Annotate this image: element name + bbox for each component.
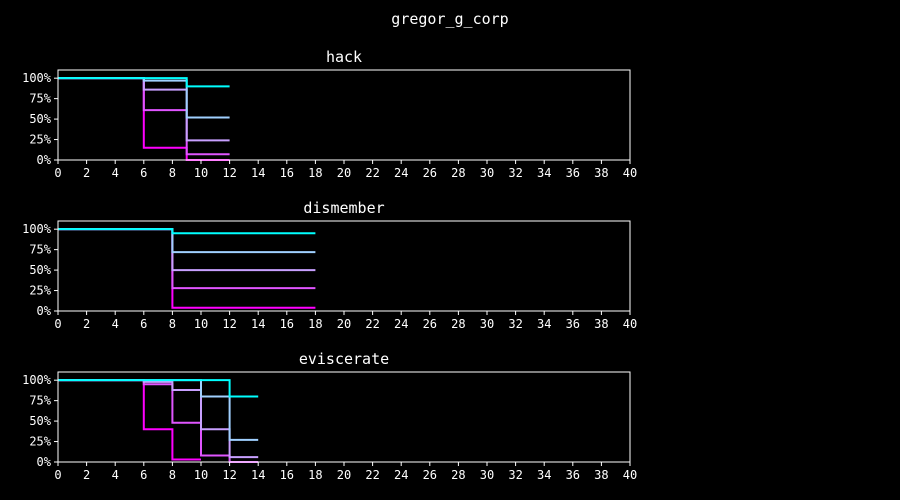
x-tick-label: 6 (140, 317, 147, 331)
x-tick-label: 12 (222, 468, 236, 482)
x-tick-label: 2 (83, 468, 90, 482)
x-tick-label: 12 (222, 317, 236, 331)
y-tick-label: 50% (29, 112, 51, 126)
series-line-5 (58, 228, 316, 235)
x-tick-label: 10 (194, 166, 208, 180)
y-tick-label: 75% (29, 92, 51, 106)
x-tick-label: 2 (83, 166, 90, 180)
series-line-5 (58, 379, 259, 398)
x-tick-label: 36 (566, 166, 580, 180)
y-tick-label: 0% (37, 153, 52, 167)
x-tick-label: 6 (140, 166, 147, 180)
series-line-5 (58, 77, 230, 88)
x-tick-label: 14 (251, 468, 265, 482)
y-tick-label: 100% (22, 71, 52, 85)
x-tick-label: 26 (423, 468, 437, 482)
x-tick-label: 38 (594, 317, 608, 331)
y-tick-label: 75% (29, 394, 51, 408)
x-tick-label: 24 (394, 317, 408, 331)
x-tick-label: 24 (394, 166, 408, 180)
x-tick-label: 18 (308, 468, 322, 482)
x-tick-label: 12 (222, 166, 236, 180)
x-tick-label: 18 (308, 317, 322, 331)
x-tick-label: 40 (623, 317, 637, 331)
x-tick-label: 10 (194, 317, 208, 331)
x-tick-label: 36 (566, 468, 580, 482)
x-tick-label: 26 (423, 166, 437, 180)
x-tick-label: 32 (508, 166, 522, 180)
x-tick-label: 0 (54, 166, 61, 180)
chart-title: hack (326, 48, 362, 66)
x-tick-label: 40 (623, 468, 637, 482)
x-tick-label: 38 (594, 166, 608, 180)
figure-title: gregor_g_corp (391, 10, 508, 28)
x-tick-label: 16 (280, 166, 294, 180)
x-tick-label: 10 (194, 468, 208, 482)
x-tick-label: 34 (537, 468, 551, 482)
y-tick-label: 75% (29, 243, 51, 257)
x-tick-label: 26 (423, 317, 437, 331)
x-tick-label: 32 (508, 468, 522, 482)
x-tick-label: 22 (365, 166, 379, 180)
y-tick-label: 25% (29, 133, 51, 147)
x-tick-label: 30 (480, 468, 494, 482)
x-tick-label: 20 (337, 317, 351, 331)
x-tick-label: 40 (623, 166, 637, 180)
y-tick-label: 100% (22, 222, 52, 236)
x-tick-label: 0 (54, 468, 61, 482)
y-tick-label: 0% (37, 304, 52, 318)
chart-title: dismember (303, 199, 384, 217)
x-tick-label: 28 (451, 317, 465, 331)
y-tick-label: 100% (22, 373, 52, 387)
x-tick-label: 16 (280, 468, 294, 482)
x-tick-label: 34 (537, 317, 551, 331)
y-tick-label: 50% (29, 263, 51, 277)
y-tick-label: 25% (29, 435, 51, 449)
x-tick-label: 0 (54, 317, 61, 331)
x-tick-label: 30 (480, 317, 494, 331)
x-tick-label: 4 (112, 317, 119, 331)
x-tick-label: 2 (83, 317, 90, 331)
x-tick-label: 32 (508, 317, 522, 331)
x-tick-label: 28 (451, 166, 465, 180)
x-tick-label: 6 (140, 468, 147, 482)
y-tick-label: 25% (29, 284, 51, 298)
x-tick-label: 14 (251, 166, 265, 180)
x-tick-label: 38 (594, 468, 608, 482)
y-tick-label: 50% (29, 414, 51, 428)
x-tick-label: 30 (480, 166, 494, 180)
x-tick-label: 28 (451, 468, 465, 482)
y-tick-label: 0% (37, 455, 52, 469)
x-tick-label: 8 (169, 166, 176, 180)
chart-title: eviscerate (299, 350, 389, 368)
x-tick-label: 24 (394, 468, 408, 482)
x-tick-label: 20 (337, 468, 351, 482)
x-tick-label: 20 (337, 166, 351, 180)
x-tick-label: 36 (566, 317, 580, 331)
x-tick-label: 16 (280, 317, 294, 331)
x-tick-label: 34 (537, 166, 551, 180)
x-tick-label: 8 (169, 317, 176, 331)
x-tick-label: 4 (112, 468, 119, 482)
x-tick-label: 22 (365, 468, 379, 482)
x-tick-label: 22 (365, 317, 379, 331)
x-tick-label: 4 (112, 166, 119, 180)
x-tick-label: 18 (308, 166, 322, 180)
x-tick-label: 14 (251, 317, 265, 331)
x-tick-label: 8 (169, 468, 176, 482)
